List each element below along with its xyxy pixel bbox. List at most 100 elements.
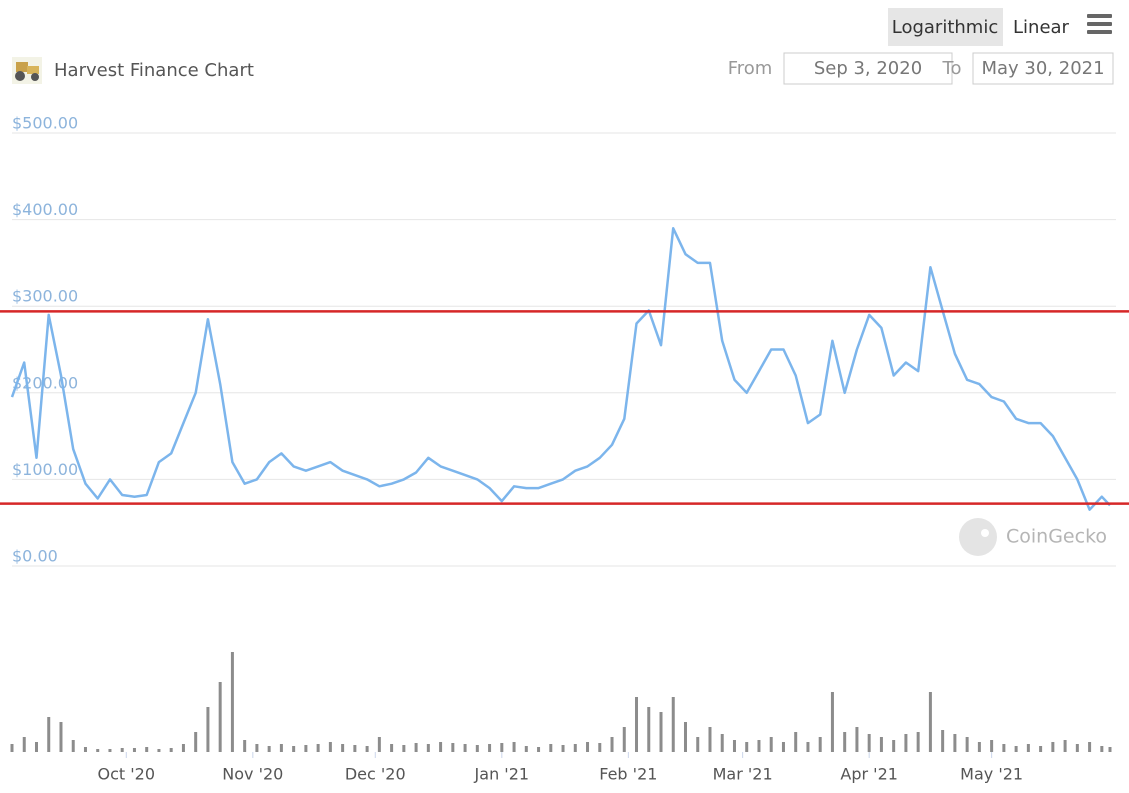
y-tick-label: $500.00 [12,114,78,133]
volume-bar [439,742,443,752]
volume-bar [292,746,296,752]
volume-bar [549,744,553,752]
coin-icon [12,57,42,84]
volume-bar [267,746,271,752]
volume-bar [1108,747,1112,752]
volume-bar [1063,740,1067,752]
volume-bar [524,746,528,752]
price-line [10,227,1111,511]
volume-bar [500,743,504,752]
volume-bar [22,737,26,752]
volume-bar [830,692,834,752]
volume-bar [953,734,957,752]
volume-bar [475,745,479,752]
from-value[interactable]: Sep 3, 2020 [814,58,922,79]
volume-bar [573,744,577,752]
volume-bar [206,707,210,752]
volume-bar [426,744,430,752]
volume-bar [990,740,994,752]
volume-bar [463,744,467,752]
y-tick-label: $200.00 [12,373,78,392]
linear-button-label[interactable]: Linear [1013,17,1070,38]
chart-title: Harvest Finance Chart [54,60,254,81]
volume-bar [757,740,761,752]
volume-bar [769,737,773,752]
volume-bar [353,745,357,752]
to-value[interactable]: May 30, 2021 [981,58,1104,79]
volume-bar [879,737,883,752]
volume-bar [635,697,639,752]
volume-bar [194,732,198,752]
volume-bar [708,727,712,752]
volume-bar [279,744,283,752]
volume-bar [304,745,308,752]
volume-bar [488,744,492,752]
menu-icon[interactable] [1087,14,1112,34]
y-tick-label: $400.00 [12,200,78,219]
to-label: To [942,58,962,79]
y-tick-label: $100.00 [12,460,78,479]
volume-bar [561,745,565,752]
volume-bar [145,747,149,752]
volume-bar [132,748,136,752]
volume-bar [316,744,320,752]
volume-bar [843,732,847,752]
volume-bar [696,737,700,752]
volume-bar [965,737,969,752]
volume-bar [230,652,234,752]
volume-bar [169,748,173,752]
volume-bar [916,732,920,752]
volume-bar [181,744,185,752]
volume-bar [451,743,455,752]
volume-bar [1014,746,1018,752]
volume-bar [47,717,51,752]
volume-bar [414,743,418,752]
y-tick-label: $0.00 [12,547,58,566]
volume-bar [255,744,259,752]
volume-bar [108,749,112,752]
from-input[interactable] [783,52,953,85]
volume-bar [365,746,369,752]
volume-bar [390,744,394,752]
volume-bar [794,732,798,752]
volume-bar [10,744,14,752]
volume-bar [1039,746,1043,752]
log-button-label[interactable]: Logarithmic [892,17,998,38]
watermark-text: CoinGecko [1006,526,1107,548]
volume-bar [1088,742,1092,752]
volume-bar [659,712,663,752]
volume-bar [647,707,651,752]
volume-bar [720,734,724,752]
log-button[interactable] [888,8,1003,46]
volume-bar [537,747,541,752]
volume-bar [622,727,626,752]
volume-bar [1100,746,1104,752]
volume-bar [745,742,749,752]
volume-bar [402,745,406,752]
volume-bar [732,740,736,752]
volume-bar [1051,742,1055,752]
volume-bar [328,742,332,752]
x-tick-label: May '21 [960,765,1023,784]
volume-bar [341,744,345,752]
volume-bar [610,737,614,752]
volume-bar [59,722,63,752]
volume-bar [377,737,381,752]
volume-bar [83,747,87,752]
volume-bar [781,742,785,752]
volume-bar [598,743,602,752]
x-tick-label: Apr '21 [840,765,898,784]
volume-bar [806,742,810,752]
to-input[interactable] [972,52,1114,85]
volume-bar [904,734,908,752]
volume-bar [683,722,687,752]
volume-bar [157,749,161,752]
volume-bar [120,748,124,752]
volume-bar [71,740,75,752]
volume-bar [218,682,222,752]
watermark: CoinGecko [959,518,1107,556]
volume-bar [34,742,38,752]
x-tick-label: Jan '21 [474,765,530,784]
volume-bar [941,730,945,752]
